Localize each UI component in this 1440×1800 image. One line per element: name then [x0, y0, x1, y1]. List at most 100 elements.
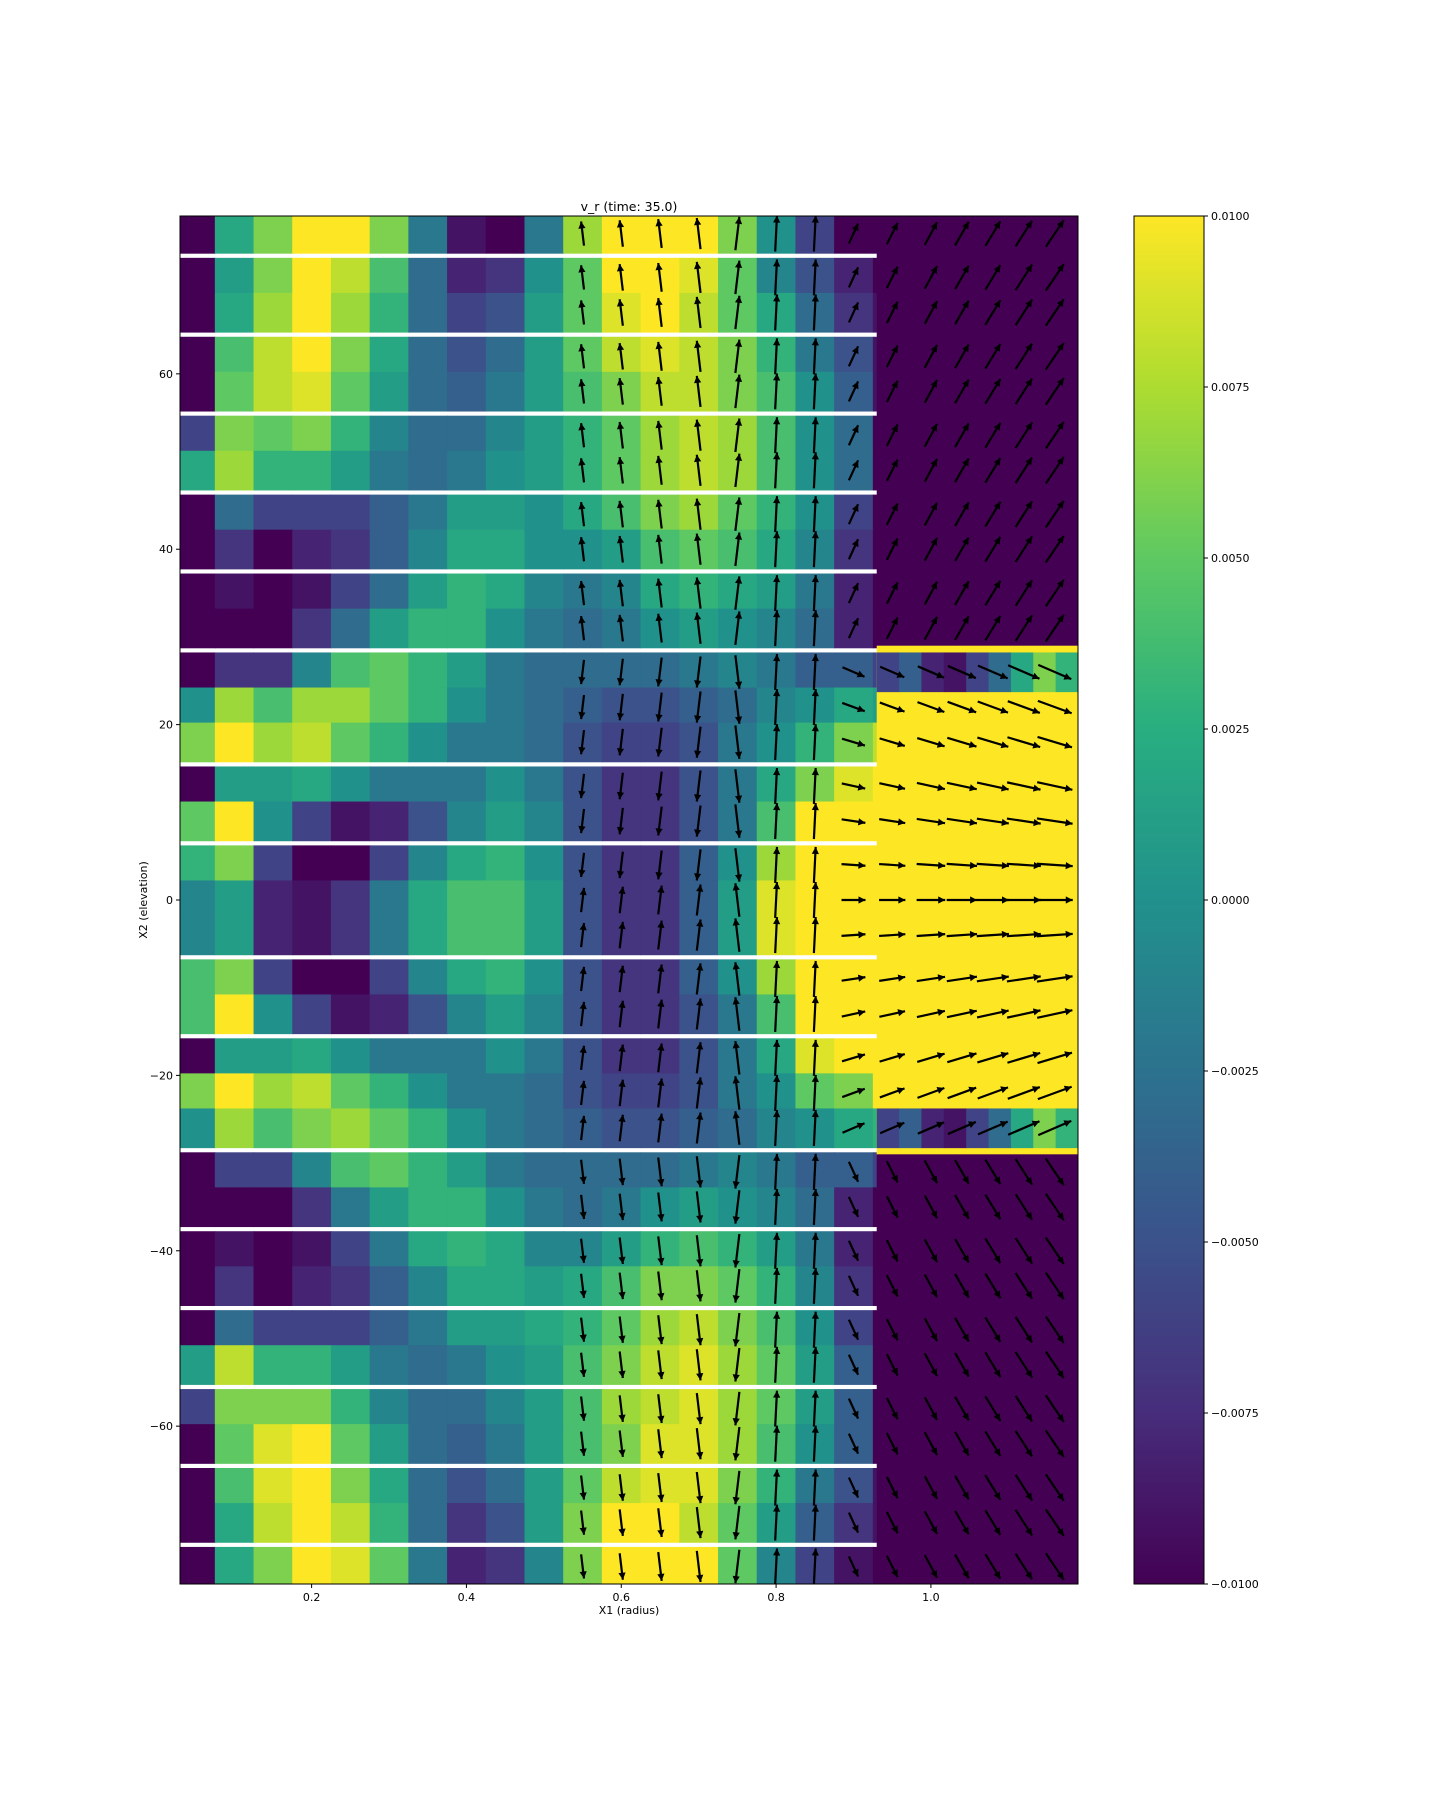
- vector-arrow-head: [811, 1110, 819, 1118]
- vector-arrow-head: [969, 784, 977, 792]
- heatmap-cell: [408, 1266, 448, 1306]
- vector-arrow-head: [993, 1211, 1001, 1220]
- vector-arrow-head: [898, 861, 906, 869]
- vector-arrow-head: [891, 1411, 898, 1420]
- vector-arrow: [579, 1045, 587, 1071]
- heatmap-cell: [447, 652, 487, 693]
- vector-arrow: [655, 297, 663, 327]
- vector-arrow: [984, 1509, 1002, 1536]
- vector-arrow-head: [696, 1215, 704, 1223]
- vector-arrow: [842, 1122, 865, 1134]
- vector-arrow-head: [579, 922, 587, 931]
- heatmap-cell: [214, 1038, 255, 1078]
- vector-arrow-head: [968, 1086, 977, 1094]
- vector-arrow: [579, 1475, 587, 1500]
- vector-arrow-head: [1032, 1086, 1040, 1093]
- heatmap-cell: [447, 801, 487, 842]
- vector-arrow-head: [618, 1335, 626, 1343]
- heatmap-cell: [253, 450, 293, 491]
- heatmap-cell: [485, 845, 526, 886]
- vector-arrow: [1037, 699, 1073, 715]
- vector-arrow-head: [655, 793, 663, 801]
- vector-arrow-head: [773, 1311, 781, 1319]
- vector-arrow-head: [1064, 1008, 1073, 1016]
- vector-arrow: [579, 1194, 587, 1220]
- vector-arrow: [879, 701, 905, 713]
- vector-arrow: [841, 931, 866, 939]
- vector-arrow: [734, 216, 743, 251]
- vector-arrow: [695, 884, 704, 916]
- vector-arrow-head: [857, 1052, 865, 1060]
- vector-arrow: [976, 817, 1009, 826]
- vector-arrow: [655, 578, 663, 608]
- heatmap-cell: [253, 1310, 293, 1350]
- vector-arrow-head: [891, 1525, 898, 1534]
- vector-arrow: [773, 294, 781, 331]
- vector-arrow: [579, 1159, 587, 1185]
- vector-arrow: [773, 1346, 781, 1383]
- vector-arrow: [923, 300, 939, 325]
- colorbar-tick-label: 0.0075: [1211, 381, 1250, 394]
- vector-arrow-head: [655, 420, 663, 429]
- x-axis: 0.2 0.4 0.6 0.8 1.0: [303, 1584, 940, 1604]
- vector-arrow: [984, 422, 1002, 449]
- vector-arrow-head: [993, 379, 1001, 387]
- heatmap-cell: [485, 529, 526, 570]
- vector-arrow: [923, 1431, 939, 1456]
- heatmap-cell: [408, 1345, 448, 1385]
- heatmap-cell: [369, 415, 409, 456]
- vector-arrow: [773, 1390, 781, 1427]
- vector-arrow: [616, 693, 625, 721]
- heatmap-cell: [369, 959, 409, 1000]
- vector-arrow-head: [1065, 896, 1073, 904]
- vector-arrow-head: [657, 1336, 665, 1345]
- heatmap-cell: [330, 257, 371, 298]
- vector-arrow: [847, 1240, 860, 1262]
- heatmap-cell: [214, 573, 255, 614]
- vector-arrow-head: [851, 618, 859, 627]
- vector-arrow: [977, 736, 1009, 749]
- vector-arrow-head: [616, 378, 625, 386]
- vector-arrow-head: [993, 1492, 1001, 1500]
- vector-arrow: [773, 995, 781, 1033]
- heatmap-cell: [485, 915, 526, 956]
- heatmap-cell: [876, 652, 900, 693]
- vector-arrow: [1044, 421, 1065, 450]
- heatmap-cell: [524, 687, 564, 728]
- vector-arrow: [811, 689, 819, 726]
- vector-arrow-head: [811, 216, 819, 223]
- heatmap-cell: [214, 1424, 255, 1464]
- vector-arrow: [695, 998, 704, 1030]
- vector-arrow: [732, 1426, 741, 1461]
- heatmap-cell: [180, 801, 216, 842]
- heatmap-cell: [876, 216, 1078, 647]
- vector-arrow: [847, 1319, 860, 1341]
- vector-arrow: [579, 1510, 587, 1535]
- vector-arrow-head: [655, 499, 663, 508]
- vector-arrow-head: [618, 1414, 626, 1422]
- heatmap-cell: [447, 257, 487, 298]
- heatmap-cell: [292, 1266, 332, 1306]
- heatmap-cell: [447, 494, 487, 535]
- heatmap-cell: [447, 959, 487, 1000]
- heatmap-cell: [447, 573, 487, 614]
- vector-arrow-head: [655, 679, 663, 687]
- vector-arrow-head: [696, 1112, 704, 1120]
- vector-arrow-head: [993, 1176, 1001, 1185]
- heatmap-cell: [253, 1467, 293, 1508]
- vector-arrow: [976, 930, 1010, 939]
- vector-arrow-head: [1056, 1414, 1064, 1422]
- vector-arrow-head: [579, 1045, 587, 1054]
- vector-arrow-head: [896, 705, 905, 713]
- vector-arrow: [1037, 1051, 1073, 1065]
- heatmap-cell: [253, 652, 293, 693]
- heatmap-cell: [408, 1467, 448, 1508]
- heatmap-cell: [330, 652, 371, 693]
- heatmap-cell: [524, 1152, 564, 1192]
- heatmap-cell: [485, 1073, 526, 1114]
- vector-arrow: [734, 769, 743, 803]
- vector-arrow: [578, 852, 586, 878]
- vector-arrow: [811, 1311, 819, 1348]
- vector-arrow-head: [896, 1122, 905, 1129]
- heatmap-cell: [214, 1231, 255, 1271]
